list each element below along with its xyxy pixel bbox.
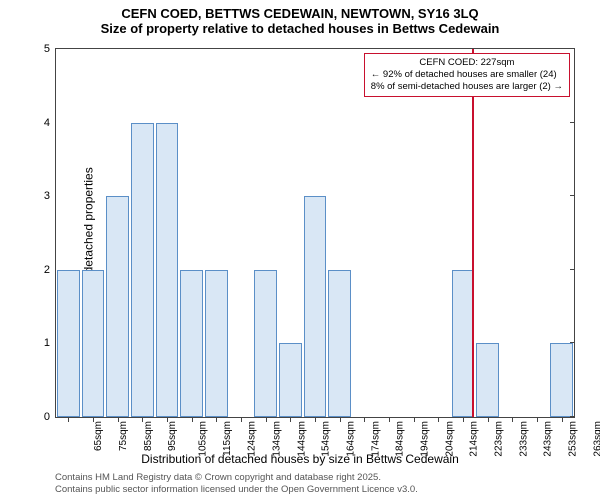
y-tick-mark: [570, 48, 575, 49]
bar: [205, 270, 228, 417]
bar: [328, 270, 351, 417]
bar: [550, 343, 573, 417]
x-tick-mark: [93, 417, 94, 422]
attribution-line1: Contains HM Land Registry data © Crown c…: [55, 472, 418, 484]
chart-container: CEFN COED, BETTWS CEDEWAIN, NEWTOWN, SY1…: [0, 0, 600, 500]
attribution: Contains HM Land Registry data © Crown c…: [55, 472, 418, 496]
bar: [106, 196, 129, 417]
x-tick-mark: [68, 417, 69, 422]
x-tick-mark: [537, 417, 538, 422]
x-tick-mark: [266, 417, 267, 422]
x-tick-mark: [315, 417, 316, 422]
y-tick-mark: [570, 269, 575, 270]
x-tick-mark: [389, 417, 390, 422]
annotation-box: CEFN COED: 227sqm← 92% of detached house…: [364, 53, 570, 97]
bar: [279, 343, 302, 417]
bar: [82, 270, 105, 417]
bar: [476, 343, 499, 417]
x-tick-mark: [192, 417, 193, 422]
x-tick-mark: [216, 417, 217, 422]
x-tick-mark: [414, 417, 415, 422]
y-tick-label: 1: [44, 337, 56, 349]
x-tick-mark: [241, 417, 242, 422]
x-tick-mark: [512, 417, 513, 422]
x-tick-mark: [463, 417, 464, 422]
x-axis-label: Distribution of detached houses by size …: [0, 452, 600, 466]
bar: [57, 270, 80, 417]
y-tick-mark: [570, 122, 575, 123]
x-tick-label: 115sqm: [222, 421, 233, 456]
y-tick-label: 0: [44, 411, 56, 423]
title-line1: CEFN COED, BETTWS CEDEWAIN, NEWTOWN, SY1…: [0, 0, 600, 21]
x-tick-label: 85sqm: [143, 421, 154, 451]
x-tick-mark: [142, 417, 143, 422]
x-tick-label: 75sqm: [118, 421, 129, 451]
x-tick-mark: [438, 417, 439, 422]
x-tick-label: 95sqm: [167, 421, 178, 451]
x-tick-mark: [340, 417, 341, 422]
x-tick-mark: [364, 417, 365, 422]
bar: [156, 123, 179, 417]
y-tick-label: 2: [44, 264, 56, 276]
bar: [254, 270, 277, 417]
y-tick-mark: [570, 342, 575, 343]
x-tick-mark: [290, 417, 291, 422]
x-tick-label: 65sqm: [93, 421, 104, 451]
y-tick-mark: [570, 416, 575, 417]
title-line2: Size of property relative to detached ho…: [0, 21, 600, 40]
y-tick-label: 4: [44, 117, 56, 129]
y-tick-label: 3: [44, 190, 56, 202]
marker-line: [472, 49, 474, 417]
bar: [180, 270, 203, 417]
annotation-line: ← 92% of detached houses are smaller (24…: [371, 69, 563, 81]
x-tick-mark: [118, 417, 119, 422]
y-tick-label: 5: [44, 43, 56, 55]
x-tick-mark: [562, 417, 563, 422]
attribution-line2: Contains public sector information licen…: [55, 484, 418, 496]
bar: [304, 196, 327, 417]
plot-area: 01234565sqm75sqm85sqm95sqm105sqm115sqm12…: [55, 48, 575, 418]
y-tick-mark: [570, 195, 575, 196]
x-tick-mark: [167, 417, 168, 422]
annotation-line: 8% of semi-detached houses are larger (2…: [371, 81, 563, 93]
bar: [131, 123, 154, 417]
x-tick-mark: [488, 417, 489, 422]
annotation-line: CEFN COED: 227sqm: [371, 57, 563, 69]
